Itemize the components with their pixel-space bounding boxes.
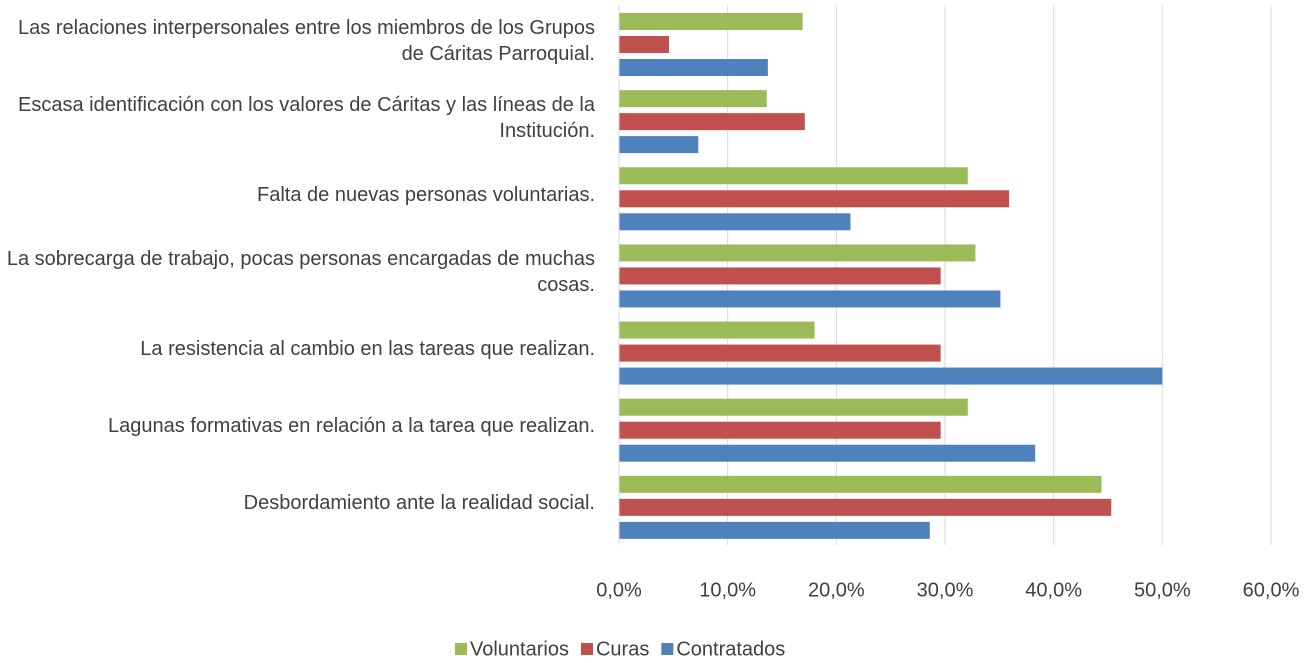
bar (619, 36, 669, 53)
category-label: Lagunas formativas en relación a la tare… (108, 415, 595, 438)
bar (619, 190, 1010, 208)
bar (619, 244, 976, 262)
category-label: La resistencia al cambio en las tareas q… (140, 338, 595, 361)
bar (619, 344, 941, 362)
bar (619, 213, 851, 231)
x-tick-label: 10,0% (699, 579, 756, 601)
bar (619, 267, 941, 285)
bar (619, 59, 768, 76)
x-tick-label: 50,0% (1134, 579, 1191, 601)
bar (619, 90, 767, 108)
category-label: Las relaciones interpersonales entre los… (18, 16, 595, 65)
x-tick-label: 30,0% (917, 579, 974, 601)
x-tick-label: 0,0% (596, 579, 642, 601)
bar (619, 498, 1112, 516)
bar (619, 475, 1102, 493)
legend-label: Contratados (676, 638, 785, 660)
bar (619, 321, 815, 339)
legend-swatch (455, 643, 467, 655)
bar (619, 444, 1036, 462)
bar (619, 421, 941, 439)
bar (619, 398, 968, 416)
bar (619, 113, 805, 131)
legend-swatch (661, 643, 674, 655)
legend-label: Curas (596, 638, 649, 660)
legend-swatch (580, 643, 593, 655)
bar (619, 13, 803, 30)
category-label: Desbordamiento ante la realidad social. (243, 492, 595, 515)
bar (619, 136, 699, 154)
category-label: Falta de nuevas personas voluntarias. (257, 183, 595, 206)
x-tick-label: 20,0% (808, 579, 865, 601)
bar (619, 521, 930, 539)
x-tick-label: 60,0% (1243, 579, 1300, 601)
bar (619, 167, 968, 185)
bar (619, 367, 1163, 385)
x-tick-label: 40,0% (1025, 579, 1082, 601)
category-label: La sobrecarga de trabajo, pocas personas… (6, 248, 595, 296)
category-label: Escasa identificación con los valores de… (18, 93, 595, 142)
legend-label: Voluntarios (470, 638, 569, 660)
bar (619, 290, 1001, 308)
